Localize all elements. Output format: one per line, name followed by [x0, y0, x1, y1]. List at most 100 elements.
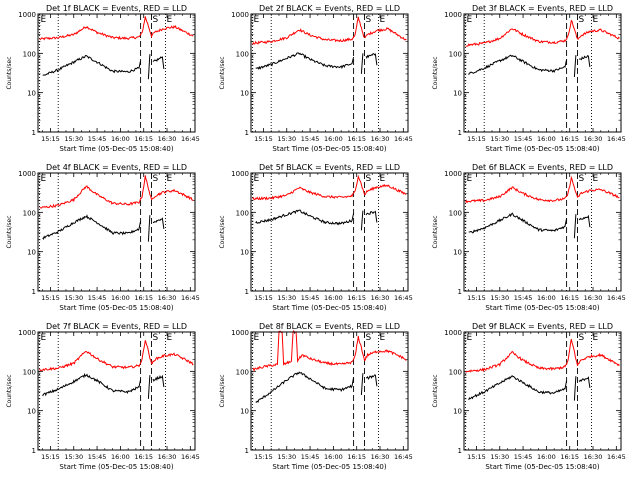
events-series-line	[360, 373, 364, 396]
x-tick-label: 15:30	[64, 135, 83, 143]
marker-label: E	[379, 174, 385, 184]
x-tick-label: 15:45	[88, 294, 107, 302]
y-tick-label: 10	[240, 90, 249, 98]
y-axis-label: Counts/sec	[6, 56, 13, 89]
y-tick-label: 1	[245, 129, 249, 137]
marker-label: E	[41, 174, 47, 184]
x-tick-label: 15:30	[277, 294, 296, 302]
y-tick-label: 100	[23, 368, 36, 376]
lld-series-line	[252, 329, 407, 372]
x-axis-label: Start Time (05-Dec-05 15:08:40)	[272, 304, 386, 312]
x-tick-label: 15:45	[88, 135, 107, 143]
lld-series-line	[252, 16, 407, 45]
marker-label: E	[254, 15, 260, 25]
events-series-line	[578, 214, 591, 228]
x-tick-label: 16:00	[111, 135, 130, 143]
lld-series-line	[252, 174, 407, 201]
y-tick-label: 1000	[18, 329, 36, 337]
events-series-line	[255, 209, 355, 226]
events-series-line	[578, 55, 591, 68]
panel-title: Det 6f BLACK = Events, RED = LLD	[472, 163, 613, 172]
plot-frame	[463, 172, 622, 292]
y-axis-label: Counts/sec	[6, 215, 13, 248]
plot-frame	[250, 331, 409, 451]
x-tick-label: 16:30	[158, 294, 177, 302]
y-tick-label: 1	[245, 288, 249, 296]
x-tick-label: 16:15	[347, 135, 366, 143]
y-tick-label: 100	[449, 368, 462, 376]
panel-title: Det 8f BLACK = Events, RED = LLD	[259, 322, 400, 331]
x-tick-label: 15:45	[301, 135, 320, 143]
x-tick-label: 16:00	[324, 453, 343, 461]
marker-label: S	[578, 333, 584, 343]
marker-label: E	[379, 15, 385, 25]
y-axis-label: Counts/sec	[219, 374, 226, 407]
x-tick-label: 16:15	[560, 453, 579, 461]
events-series-line	[255, 52, 355, 71]
panel-det-1: Det 1f BLACK = Events, RED = LLD Counts/s…	[6, 4, 200, 153]
x-tick-label: 16:45	[607, 453, 626, 461]
x-tick-label: 15:30	[277, 135, 296, 143]
x-axis-label: Start Time (05-Dec-05 15:08:40)	[485, 463, 599, 471]
lld-series-line	[465, 338, 620, 373]
events-series-line	[42, 372, 142, 397]
x-axis-label: Start Time (05-Dec-05 15:08:40)	[485, 145, 599, 153]
y-axis-label: Counts/sec	[219, 215, 226, 248]
events-series-line	[147, 375, 151, 399]
x-tick-label: 16:30	[371, 294, 390, 302]
x-tick-label: 15:15	[467, 453, 486, 461]
y-tick-label: 1	[458, 447, 462, 455]
x-tick-label: 15:45	[514, 453, 533, 461]
panel-det-7: Det 7f BLACK = Events, RED = LLD Counts/s…	[6, 322, 200, 471]
panel-title: Det 4f BLACK = Events, RED = LLD	[46, 163, 187, 172]
x-tick-label: 16:30	[584, 453, 603, 461]
marker-label: E	[254, 333, 260, 343]
plot-frame	[463, 331, 622, 451]
marker-label: E	[592, 333, 598, 343]
y-tick-label: 1	[458, 288, 462, 296]
y-tick-label: 10	[27, 90, 36, 98]
x-tick-label: 15:30	[490, 294, 509, 302]
x-tick-label: 16:45	[394, 294, 413, 302]
events-series-line	[360, 210, 364, 231]
x-tick-label: 15:45	[514, 135, 533, 143]
x-tick-label: 16:00	[537, 135, 556, 143]
y-tick-label: 1	[32, 447, 36, 455]
marker-label: E	[41, 333, 47, 343]
x-tick-label: 15:15	[254, 294, 273, 302]
marker-label: E	[379, 333, 385, 343]
marker-label: E	[166, 333, 172, 343]
plot-frame	[37, 13, 196, 133]
events-series-line	[255, 371, 355, 403]
events-series-line	[468, 375, 568, 401]
events-series-line	[573, 214, 577, 239]
marker-label: E	[166, 174, 172, 184]
x-tick-label: 16:15	[134, 294, 153, 302]
x-tick-label: 15:30	[490, 453, 509, 461]
x-axis-label: Start Time (05-Dec-05 15:08:40)	[485, 304, 599, 312]
x-tick-label: 16:45	[607, 294, 626, 302]
y-axis-label: Counts/sec	[432, 215, 439, 248]
x-tick-label: 16:00	[537, 294, 556, 302]
x-axis-label: Start Time (05-Dec-05 15:08:40)	[59, 145, 173, 153]
y-tick-label: 1	[32, 288, 36, 296]
x-tick-label: 15:45	[301, 294, 320, 302]
x-tick-label: 15:15	[467, 294, 486, 302]
x-tick-label: 16:15	[347, 453, 366, 461]
y-tick-label: 100	[23, 209, 36, 217]
events-series-line	[42, 214, 142, 240]
marker-label: S	[365, 333, 371, 343]
x-tick-label: 15:15	[41, 135, 60, 143]
y-axis-label: Counts/sec	[432, 374, 439, 407]
events-series-line	[365, 210, 378, 223]
events-series-line	[147, 54, 151, 80]
y-tick-label: 100	[23, 50, 36, 58]
x-tick-label: 16:45	[181, 294, 200, 302]
y-tick-label: 100	[236, 50, 249, 58]
lld-series-line	[39, 175, 194, 209]
x-tick-label: 16:00	[537, 453, 556, 461]
y-tick-label: 1000	[444, 11, 462, 19]
marker-label: E	[41, 15, 47, 25]
y-axis-label: Counts/sec	[6, 374, 13, 407]
x-tick-label: 16:15	[347, 294, 366, 302]
